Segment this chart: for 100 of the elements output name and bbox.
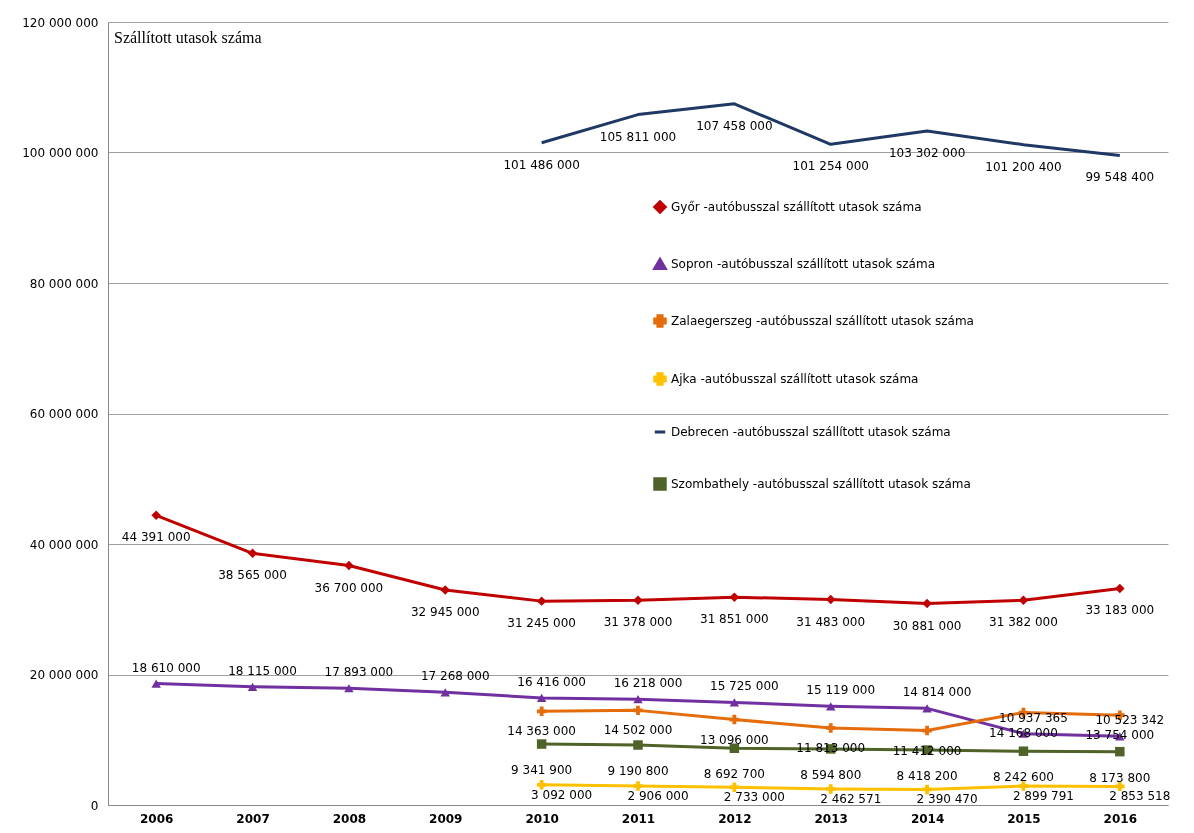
data-label: 17 893 000 [324,665,394,680]
point [247,682,258,691]
data-label: 14 363 000 [507,724,576,739]
x-tick-label: 2016 [1103,811,1138,826]
data-label: 2 733 000 [723,790,785,805]
data-label: 8 692 700 [703,767,765,782]
data-label: 2 390 470 [916,792,978,807]
point [633,705,643,716]
point [1115,583,1125,594]
data-label: 9 190 800 [607,764,669,779]
data-label: 14 814 000 [902,685,972,700]
legend-label: Debrecen -autóbusszal szállított utasok száma [671,425,951,439]
point [344,560,354,571]
legend-label: Szombathely -autóbusszal szállított utasok száma [671,477,971,491]
point [1115,746,1125,757]
data-label: 99 548 400 [1085,170,1155,185]
point [536,780,547,790]
point [1018,781,1029,791]
data-label: 44 391 000 [121,530,191,545]
data-label: 11 412 000 [892,743,962,758]
data-label: 16 416 000 [517,674,586,689]
data-label: 31 245 000 [507,616,576,631]
data-label: 105 811 000 [599,129,677,144]
data-label: 32 945 000 [410,605,480,620]
data-label: 18 610 000 [131,660,201,675]
y-tick-label: 0 [90,798,99,813]
data-label: 18 115 000 [228,663,297,678]
point [729,782,740,792]
data-label: 15 725 000 [710,679,779,694]
x-tick-label: 2015 [1007,811,1041,826]
data-label: 14 502 000 [603,723,673,738]
data-label: 8 242 600 [992,770,1054,785]
point [922,784,932,795]
y-tick-label: 40 000 000 [29,537,99,552]
point [633,781,643,791]
x-tick-label: 2013 [814,811,848,826]
data-label: 103 302 000 [888,145,966,160]
point [825,723,836,733]
data-label: 2 906 000 [627,789,689,804]
data-label: 8 173 800 [1089,770,1151,785]
point [536,739,547,749]
data-label: 13 096 000 [700,732,769,747]
data-label: 8 418 200 [896,769,958,784]
point [922,725,932,736]
point [536,596,547,606]
data-label: 8 594 800 [800,767,862,782]
y-tick-label: 20 000 000 [29,668,99,682]
y-tick-label: 120 000 000 [22,15,99,30]
y-tick-label: 80 000 000 [29,276,99,291]
data-label: 107 458 000 [696,118,773,133]
point [151,510,161,521]
data-label: 101 486 000 [503,157,580,172]
x-tick-label: 2007 [236,811,270,826]
point [922,704,932,713]
data-label: 31 378 000 [603,615,673,630]
point [729,743,740,754]
data-label: 2 899 791 [1012,789,1074,804]
data-label: 101 200 400 [985,159,1062,174]
point [1018,746,1029,756]
data-label: 101 254 000 [792,159,869,174]
data-label: 2 462 571 [820,791,882,806]
data-label: 16 218 000 [613,676,683,691]
y-tick-label: 100 000 000 [22,146,99,160]
legend-label: Győr -autóbusszal szállított utasok száma [671,200,922,214]
x-tick-label: 2009 [429,811,463,826]
point [247,548,258,559]
point [344,684,354,693]
point [536,693,547,702]
data-label: 31 851 000 [700,612,769,627]
data-label: 38 565 000 [218,568,287,583]
legend-label: Zalaegerszeg -autóbusszal szállított utasok száma [671,314,974,328]
x-tick-label: 2011 [621,811,656,826]
chart-title: Szállított utasok száma [114,29,262,46]
data-label: 36 700 000 [314,580,384,595]
x-tick-label: 2014 [910,811,945,826]
data-label: 31 382 000 [989,615,1058,630]
legend-label: Sopron -autóbusszal szállított utasok száma [671,257,936,271]
line-series [540,102,1122,157]
x-tick-label: 2006 [139,811,174,826]
y-tick-label: 60 000 000 [29,407,99,421]
x-tick-label: 2012 [718,811,752,826]
data-label: 33 183 000 [1085,603,1155,618]
legend-label: Ajka -autóbusszal szállított utasok száma [671,372,919,386]
point [536,706,547,717]
data-label: 31 483 000 [796,614,866,629]
data-label: 3 092 000 [531,787,593,802]
point [633,740,643,750]
data-label: 15 119 000 [806,683,876,698]
x-tick-label: 2010 [525,811,559,826]
data-label: 9 341 900 [511,763,573,778]
data-label: 30 881 000 [892,618,962,633]
point [633,695,643,704]
point [825,784,836,794]
point [729,698,740,707]
data-label: 17 268 000 [420,669,490,684]
x-tick-label: 2008 [332,811,367,826]
point [151,679,161,688]
data-label: 2 853 518 [1109,789,1171,804]
point [922,598,932,609]
data-label: 10 523 342 [1095,713,1165,728]
